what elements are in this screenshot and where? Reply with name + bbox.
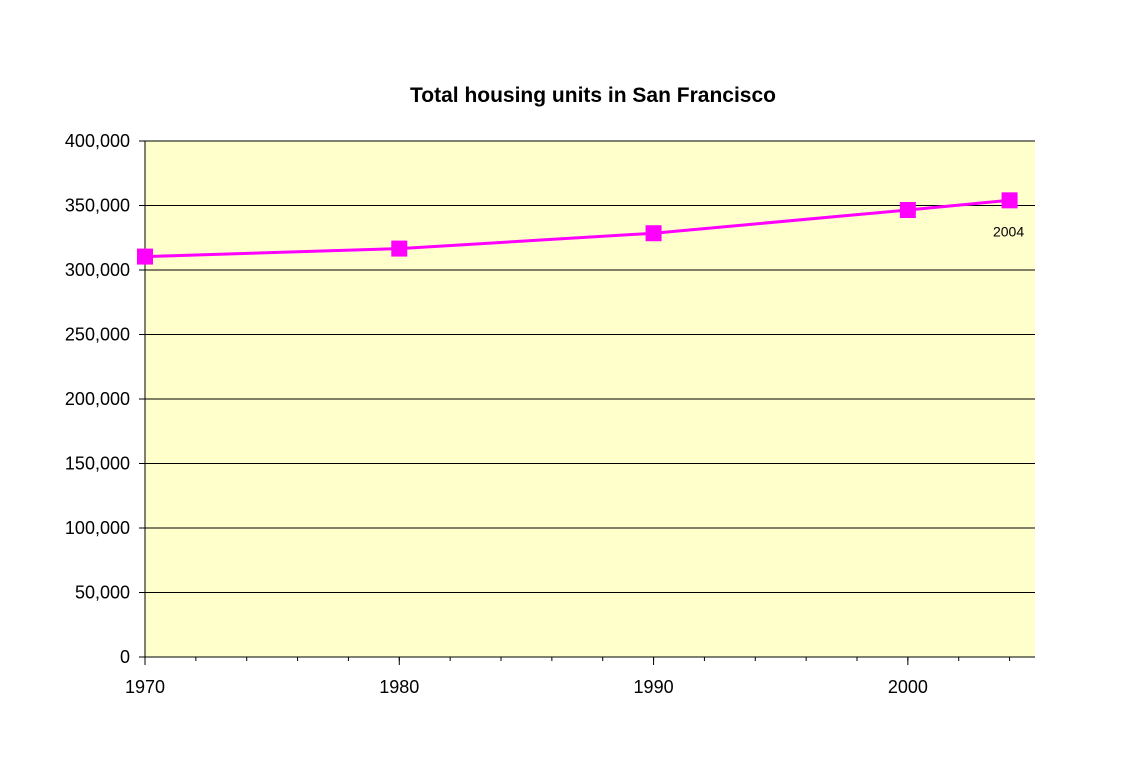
- data-point-marker: [137, 248, 153, 265]
- data-point-marker: [899, 202, 916, 219]
- y-tick-label: 0: [120, 647, 130, 667]
- data-point-marker: [391, 240, 408, 257]
- data-point-marker: [1001, 192, 1018, 209]
- chart-title: Total housing units in San Francisco: [410, 84, 776, 107]
- y-tick-label: 200,000: [65, 389, 130, 409]
- series-layer: [137, 192, 1018, 265]
- y-tick-label: 250,000: [65, 325, 130, 345]
- annotations: 2004: [993, 223, 1024, 239]
- x-axis-tick-labels: 1970 1980 1990 2000: [125, 657, 1011, 697]
- y-axis-tick-labels: 0 50,000 100,000 150,000 200,000 250,000 300,0…: [65, 131, 145, 667]
- gridlines: [145, 140, 1035, 593]
- x-tick-label: 1970: [125, 677, 165, 697]
- y-tick-label: 400,000: [65, 131, 130, 151]
- y-tick-label: 350,000: [65, 196, 130, 216]
- x-tick-label: 2000: [888, 677, 928, 697]
- x-tick-label: 1990: [634, 677, 674, 697]
- y-tick-label: 300,000: [65, 260, 130, 280]
- data-label: 2004: [993, 223, 1024, 239]
- x-tick-label: 1980: [379, 677, 419, 697]
- data-point-marker: [645, 225, 662, 242]
- y-tick-label: 50,000: [75, 583, 130, 603]
- y-tick-label: 100,000: [65, 518, 130, 538]
- y-tick-label: 150,000: [65, 454, 130, 474]
